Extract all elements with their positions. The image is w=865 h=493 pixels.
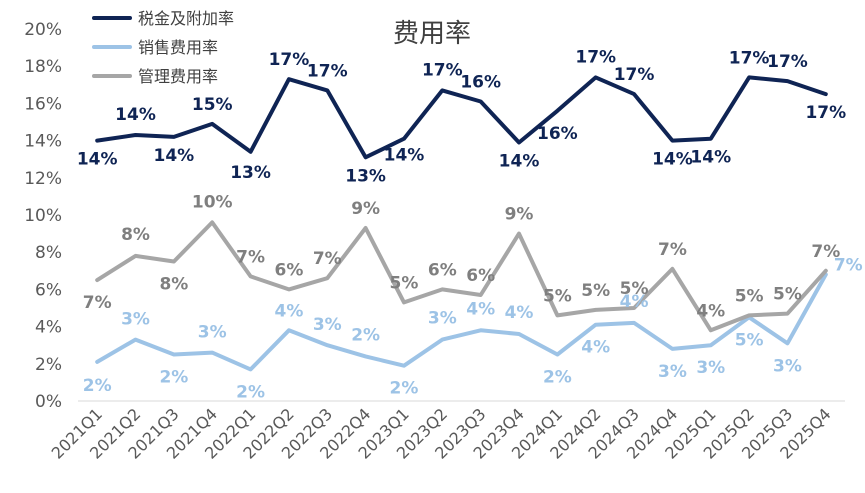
data-label: 7% — [834, 256, 863, 276]
data-label: 2% — [390, 379, 419, 399]
x-axis: 2021Q12021Q22021Q32021Q42022Q12022Q22022… — [48, 400, 845, 463]
y-axis: 0% 2% 4% 6% 8% 10% 12% 14% 16% 18% 20% — [24, 20, 62, 412]
legend-label: 销售费用率 — [138, 38, 218, 57]
data-label: 16% — [460, 73, 501, 93]
y-tick-label: 8% — [35, 243, 62, 263]
data-label: 9% — [351, 199, 380, 219]
data-label: 17% — [269, 50, 310, 70]
data-label: 5% — [735, 330, 764, 350]
data-label: 14% — [384, 146, 425, 166]
y-tick-label: 4% — [35, 318, 62, 338]
series-lines — [95, 75, 828, 372]
y-tick-label: 10% — [24, 206, 62, 226]
series-line — [95, 220, 828, 333]
data-label: 13% — [230, 163, 271, 183]
legend-label: 管理费用率 — [138, 67, 218, 86]
data-label: 2% — [351, 325, 380, 345]
data-label: 17% — [729, 48, 770, 68]
data-label: 5% — [543, 286, 572, 306]
data-label: 5% — [390, 273, 419, 293]
y-tick-label: 14% — [24, 132, 62, 152]
data-label: 6% — [466, 266, 495, 286]
data-label: 7% — [658, 240, 687, 260]
data-label: 10% — [192, 192, 233, 212]
data-label: 17% — [614, 65, 655, 85]
data-label: 8% — [159, 275, 188, 295]
data-label: 4% — [274, 301, 303, 321]
data-label: 5% — [620, 279, 649, 299]
data-label: 8% — [121, 225, 150, 245]
data-label: 4% — [696, 301, 725, 321]
data-label: 17% — [307, 61, 348, 81]
y-tick-label: 0% — [35, 392, 62, 412]
data-labels: 14%14%14%15%13%17%17%13%14%17%16%14%16%1… — [77, 47, 863, 402]
data-label: 6% — [274, 260, 303, 280]
data-label: 4% — [620, 292, 649, 312]
data-label: 4% — [581, 338, 610, 358]
data-label: 3% — [773, 356, 802, 376]
data-label: 3% — [696, 358, 725, 378]
data-label: 17% — [767, 52, 808, 72]
data-label: 2% — [83, 376, 112, 396]
data-label: 6% — [428, 260, 457, 280]
y-tick-label: 12% — [24, 169, 62, 189]
data-label: 7% — [236, 247, 265, 267]
data-label: 14% — [499, 151, 540, 171]
y-tick-label: 6% — [35, 280, 62, 300]
data-label: 13% — [345, 166, 386, 186]
y-tick-label: 16% — [24, 94, 62, 114]
data-label: 2% — [543, 368, 572, 388]
chart-title: 费用率 — [393, 19, 471, 49]
data-label: 3% — [198, 323, 227, 343]
data-label: 14% — [77, 150, 118, 170]
data-label: 9% — [505, 205, 534, 225]
data-label: 3% — [121, 310, 150, 330]
data-label: 14% — [690, 148, 731, 168]
data-label: 14% — [154, 146, 195, 166]
data-label: 7% — [313, 249, 342, 269]
data-label: 17% — [422, 60, 463, 80]
data-label: 15% — [192, 95, 233, 115]
y-tick-label: 2% — [35, 355, 62, 375]
data-label: 2% — [236, 382, 265, 402]
series-line — [95, 75, 828, 160]
y-tick-label: 18% — [24, 57, 62, 77]
data-label: 7% — [83, 293, 112, 313]
data-label: 3% — [313, 315, 342, 335]
data-label: 7% — [811, 242, 840, 262]
data-label: 17% — [575, 47, 616, 67]
data-label: 14% — [115, 105, 156, 125]
data-label: 16% — [537, 124, 578, 144]
data-label: 4% — [466, 299, 495, 319]
data-label: 4% — [505, 303, 534, 323]
data-label: 3% — [428, 309, 457, 329]
series-line — [95, 272, 828, 372]
data-label: 5% — [581, 281, 610, 301]
y-tick-label: 20% — [24, 20, 62, 40]
data-label: 3% — [658, 362, 687, 382]
data-label: 5% — [773, 285, 802, 305]
data-label: 14% — [652, 150, 693, 170]
data-label: 2% — [159, 368, 188, 388]
data-label: 5% — [735, 286, 764, 306]
legend-label: 税金及附加率 — [138, 9, 234, 28]
data-label: 17% — [805, 103, 846, 123]
